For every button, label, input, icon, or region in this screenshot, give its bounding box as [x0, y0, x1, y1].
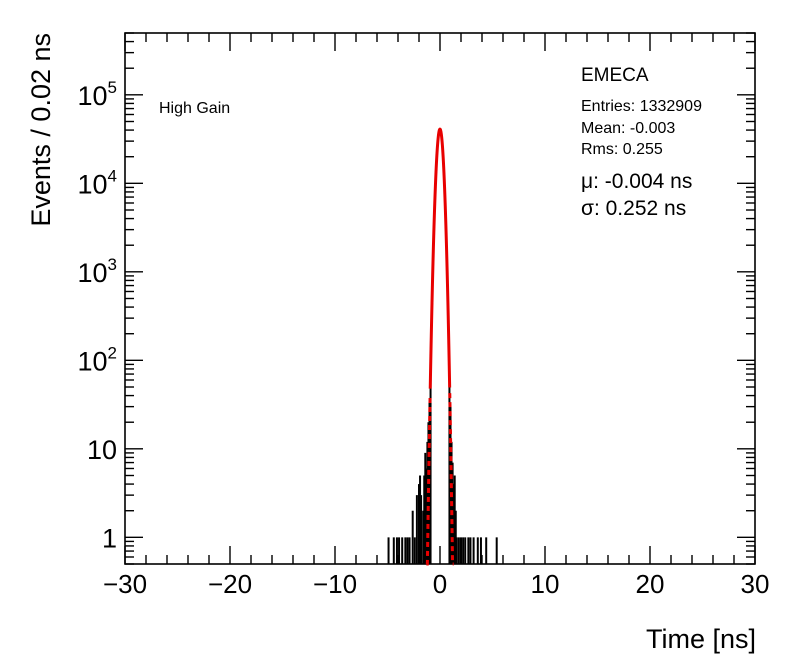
x-tick-label: −30 — [103, 569, 147, 599]
fit-series — [425, 127, 455, 566]
y-tick-label: 102 — [77, 343, 117, 376]
y-tick-exponent: 5 — [108, 78, 117, 97]
histogram-series — [387, 368, 498, 564]
y-tick-base: 10 — [77, 258, 107, 288]
x-tick-label: −10 — [313, 569, 357, 599]
y-tick-base: 10 — [77, 81, 107, 111]
fit-curve-tail-left — [425, 394, 432, 566]
y-tick-base: 10 — [87, 435, 117, 465]
stats-entries: Entries: 1332909 — [581, 98, 702, 115]
x-tick-label: 0 — [433, 569, 447, 599]
y-tick-base: 1 — [102, 523, 117, 553]
y-tick-base: 10 — [77, 169, 107, 199]
y-tick-label: 10 — [87, 435, 117, 465]
x-tick-label: −20 — [208, 569, 252, 599]
fit-mean: μ: -0.004 ns — [581, 170, 692, 193]
stats-rms: Rms: 0.255 — [581, 141, 663, 158]
fit-sigma: σ: 0.252 ns — [581, 197, 686, 220]
y-tick-exponent: 2 — [108, 343, 117, 362]
y-tick-label: 1 — [102, 523, 117, 553]
detector-label: EMECA — [581, 65, 649, 86]
y-tick-exponent: 4 — [108, 166, 117, 185]
x-tick-label: 30 — [741, 569, 770, 599]
y-tick-exponent: 3 — [108, 255, 117, 274]
x-tick-labels: −30 −20 −10 0 10 20 30 — [103, 569, 770, 599]
y-tick-label: 105 — [77, 78, 117, 111]
y-axis-label: Events / 0.02 ns — [26, 33, 56, 227]
fit-curve-tail-right — [448, 393, 455, 566]
axis-ticks — [124, 32, 756, 565]
gain-label: High Gain — [159, 100, 230, 117]
x-tick-label: 10 — [531, 569, 560, 599]
y-tick-label: 104 — [77, 166, 117, 199]
stats-mean: Mean: -0.003 — [581, 120, 675, 137]
y-tick-base: 10 — [77, 346, 107, 376]
x-tick-label: 20 — [636, 569, 665, 599]
y-tick-label: 103 — [77, 255, 117, 288]
x-axis-label: Time [ns] — [646, 624, 756, 654]
fit-curve-core — [428, 127, 452, 389]
